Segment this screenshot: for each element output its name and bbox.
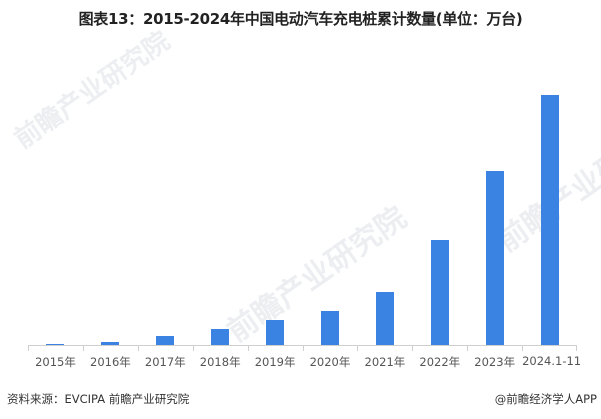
bar — [101, 341, 120, 345]
x-tick — [576, 345, 577, 351]
bar — [540, 95, 559, 345]
x-tick — [522, 345, 524, 351]
x-tick-label: 2019年 — [254, 355, 296, 369]
bar — [320, 311, 339, 345]
bar — [156, 335, 175, 345]
x-tick-label: 2017年 — [144, 355, 186, 369]
x-tick-label: 2018年 — [199, 355, 241, 369]
bar — [430, 239, 449, 345]
bar — [485, 170, 504, 345]
bar — [375, 291, 394, 345]
chart-title: 图表13：2015-2024年中国电动汽车充电桩累计数量(单位：万台) — [78, 10, 523, 28]
x-tick — [137, 345, 139, 351]
credit-note: @前瞻经济学人APP — [494, 392, 597, 406]
x-tick-label: 2021年 — [364, 355, 406, 369]
x-tick — [28, 345, 29, 351]
bar — [266, 320, 285, 345]
bar — [211, 329, 230, 345]
plot-area — [28, 60, 577, 345]
x-tick-label: 2024.1-11 — [522, 354, 582, 368]
x-tick — [412, 345, 414, 351]
x-tick — [357, 345, 359, 351]
bar — [46, 343, 65, 345]
x-tick-label: 2022年 — [419, 355, 461, 369]
x-tick — [247, 345, 249, 351]
x-tick-label: 2016年 — [90, 355, 131, 369]
x-tick — [302, 345, 304, 351]
source-note: 资料来源：EVCIPA 前瞻产业研究院 — [7, 392, 190, 406]
x-tick — [82, 345, 84, 351]
x-tick — [192, 345, 194, 351]
x-tick-label: 2015年 — [35, 355, 76, 369]
x-tick — [467, 345, 469, 351]
x-tick-label: 2020年 — [309, 355, 351, 369]
x-tick-label: 2023年 — [474, 355, 516, 369]
